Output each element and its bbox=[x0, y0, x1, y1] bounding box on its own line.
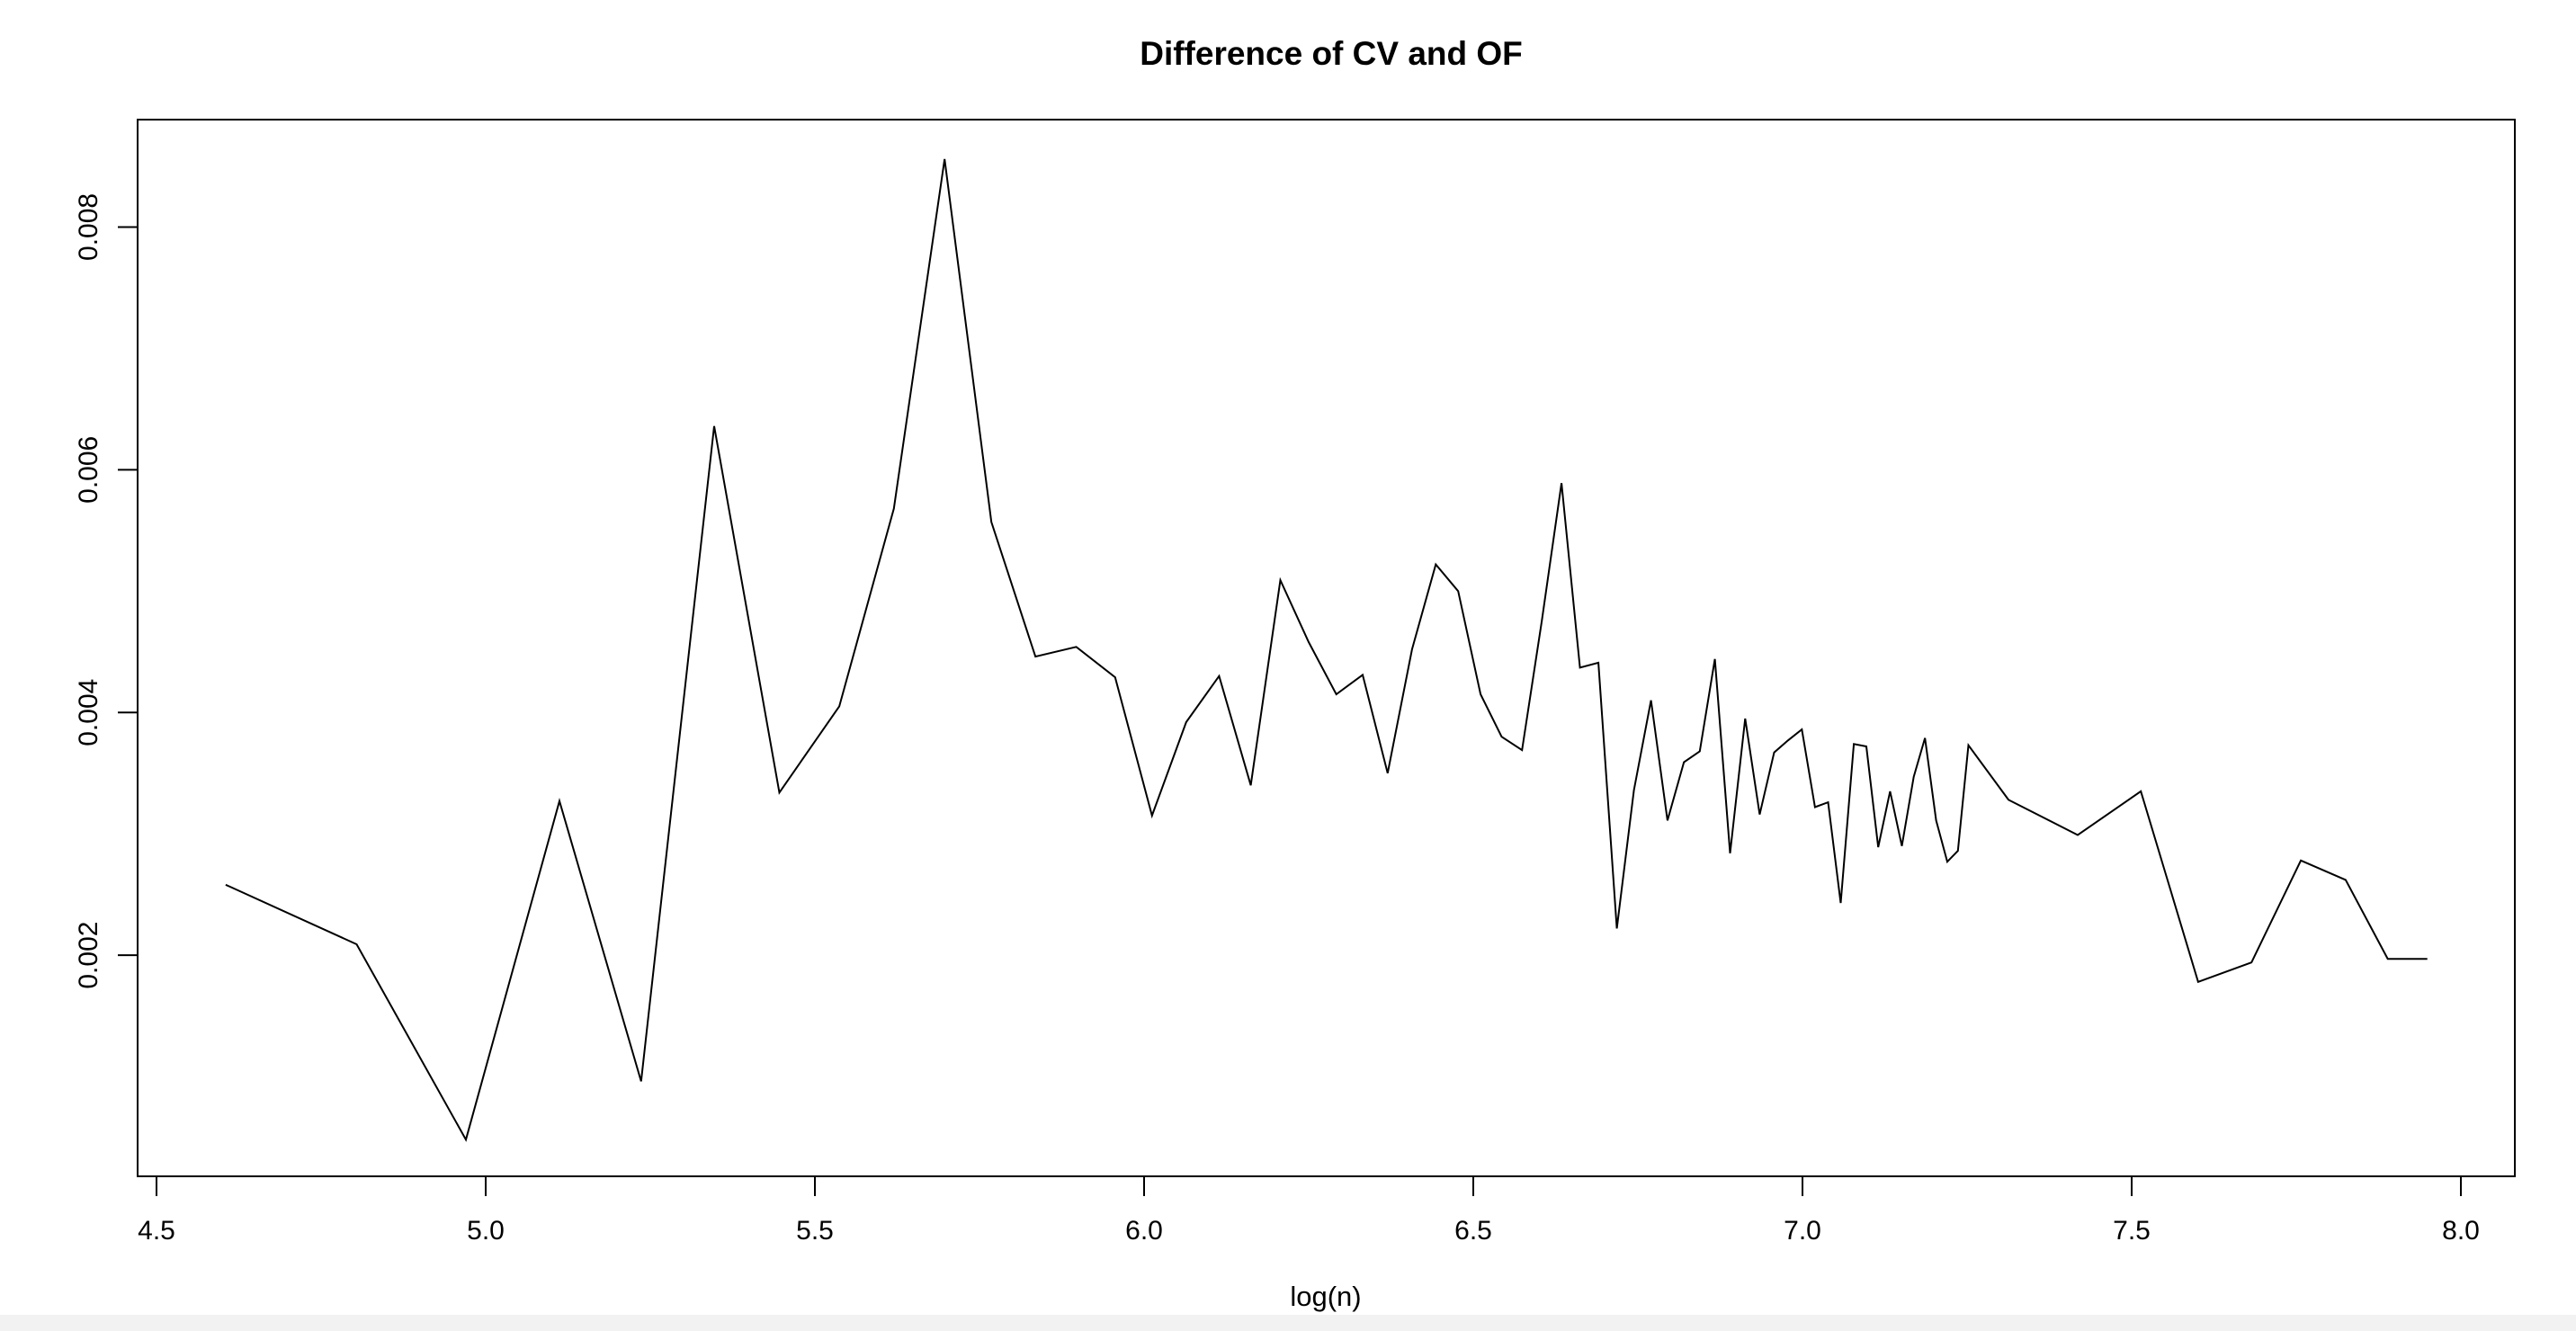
y-tick-label: 0.004 bbox=[74, 679, 103, 746]
y-tick-label: 0.006 bbox=[74, 436, 103, 504]
x-tick-label: 4.5 bbox=[138, 1216, 175, 1246]
x-tick-label: 7.5 bbox=[2113, 1216, 2151, 1246]
x-axis-title: log(n) bbox=[1290, 1281, 1361, 1312]
plot-frame bbox=[137, 119, 2516, 1177]
window-bottom-bar bbox=[0, 1315, 2576, 1331]
chart-title: Difference of CV and OF bbox=[1140, 35, 1523, 72]
x-tick-label: 8.0 bbox=[2442, 1216, 2480, 1246]
x-axis: 4.5 5.0 5.5 6.0 6.5 7.0 7.5 8.0 bbox=[138, 1175, 2480, 1246]
x-tick-label: 5.0 bbox=[467, 1216, 505, 1246]
x-tick-label: 6.5 bbox=[1454, 1216, 1492, 1246]
x-tick-label: 5.5 bbox=[796, 1216, 834, 1246]
x-tick-label: 7.0 bbox=[1784, 1216, 1821, 1246]
data-points bbox=[225, 158, 2428, 1140]
x-tick-label: 6.0 bbox=[1125, 1216, 1163, 1246]
y-tick-label: 0.008 bbox=[74, 193, 103, 261]
series-line bbox=[225, 158, 2428, 1142]
y-axis: 0.002 0.004 0.006 0.008 bbox=[74, 193, 139, 989]
y-tick-label: 0.002 bbox=[74, 922, 103, 989]
